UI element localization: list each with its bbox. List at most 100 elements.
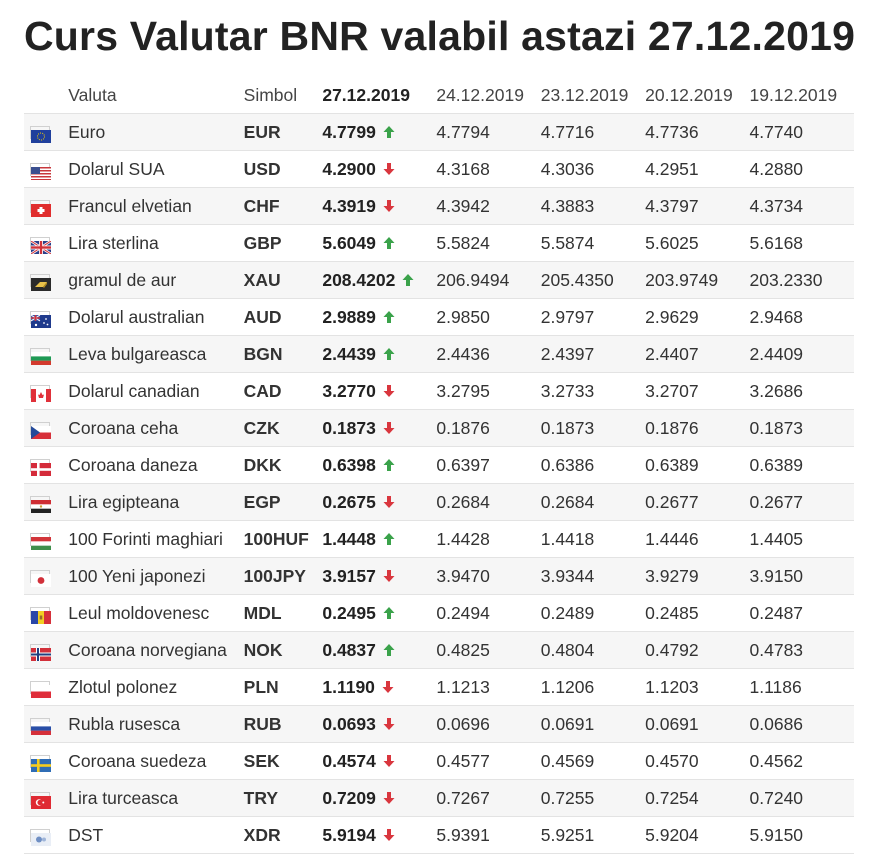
table-row: DST XDR 5.9194 5.9391 5.9251 5.9204 5.9150 bbox=[24, 816, 854, 854]
exchange-rate-table: Valuta Simbol 27.12.2019 24.12.2019 23.1… bbox=[24, 77, 854, 854]
currency-name: Coroana norvegiana bbox=[68, 631, 244, 669]
rate-date-2: 0.2489 bbox=[540, 594, 646, 632]
rate-date-4: 0.4783 bbox=[749, 631, 854, 669]
rate-today-cell: 0.4574 bbox=[322, 742, 437, 780]
rate-date-3: 2.9629 bbox=[645, 298, 750, 336]
rate-today: 3.9157 bbox=[322, 565, 376, 586]
flag-cell bbox=[24, 779, 69, 817]
eu-flag-icon bbox=[30, 126, 51, 144]
flag-cell bbox=[24, 520, 69, 558]
currency-name: Dolarul australian bbox=[68, 298, 244, 336]
table-row: Leul moldovenesc MDL 0.2495 0.2494 0.2489 0.2… bbox=[24, 594, 854, 632]
arrow-down-icon bbox=[382, 199, 396, 213]
currency-symbol: GBP bbox=[243, 224, 323, 262]
rate-date-2: 1.1206 bbox=[540, 668, 646, 706]
gb-flag-icon bbox=[30, 237, 52, 256]
flag-cell bbox=[24, 372, 69, 410]
rate-date-2: 2.9797 bbox=[540, 298, 646, 336]
rate-date-3: 5.9204 bbox=[645, 816, 750, 854]
rate-date-1: 1.4428 bbox=[436, 520, 541, 558]
currency-symbol: DKK bbox=[243, 446, 323, 484]
rate-date-4: 4.7740 bbox=[749, 113, 854, 151]
currency-symbol: XDR bbox=[243, 816, 323, 854]
rate-date-2: 4.3883 bbox=[540, 187, 646, 225]
rate-date-1: 0.4577 bbox=[436, 742, 541, 780]
rate-date-3: 1.4446 bbox=[645, 520, 750, 558]
rate-date-4: 0.2677 bbox=[749, 483, 854, 521]
arrow-up-icon bbox=[401, 273, 415, 287]
rate-date-4: 2.9468 bbox=[749, 298, 854, 336]
rate-date-3: 0.4792 bbox=[645, 631, 750, 669]
table-row: Zlotul polonez PLN 1.1190 1.1213 1.1206 1.120… bbox=[24, 668, 854, 706]
hu-flag-icon bbox=[30, 533, 51, 551]
currency-symbol: 100JPY bbox=[243, 557, 323, 595]
rate-today-cell: 1.4448 bbox=[322, 520, 437, 558]
rate-date-3: 1.1203 bbox=[645, 668, 750, 706]
currency-name: Leul moldovenesc bbox=[68, 594, 244, 632]
header-simbol: Simbol bbox=[243, 77, 323, 114]
rate-today: 4.7799 bbox=[322, 121, 376, 142]
rate-date-2: 5.9251 bbox=[540, 816, 646, 854]
flag-cell bbox=[24, 705, 69, 743]
arrow-down-icon bbox=[382, 421, 396, 435]
flag-cell bbox=[24, 742, 69, 780]
rate-date-1: 0.4825 bbox=[436, 631, 541, 669]
rate-date-3: 0.0691 bbox=[645, 705, 750, 743]
arrow-down-icon bbox=[382, 162, 396, 176]
table-row: Rubla rusesca RUB 0.0693 0.0696 0.0691 0.0691… bbox=[24, 705, 854, 743]
rate-date-1: 4.3942 bbox=[436, 187, 541, 225]
rate-today-cell: 0.7209 bbox=[322, 779, 437, 817]
page-title: Curs Valutar BNR valabil astazi 27.12.20… bbox=[24, 13, 856, 59]
ch-flag-icon bbox=[30, 200, 51, 218]
rate-date-3: 0.4570 bbox=[645, 742, 750, 780]
currency-name: Lira turceasca bbox=[68, 779, 244, 817]
currency-name: DST bbox=[68, 816, 244, 854]
rate-date-1: 0.2684 bbox=[436, 483, 541, 521]
table-row: Lira sterlina GBP 5.6049 5.5824 5.5874 5.6025… bbox=[24, 224, 854, 262]
rate-today-cell: 208.4202 bbox=[322, 261, 437, 299]
currency-symbol: PLN bbox=[243, 668, 323, 706]
rate-date-2: 0.1873 bbox=[540, 409, 646, 447]
bg-flag-icon bbox=[30, 348, 51, 366]
rate-date-1: 0.6397 bbox=[436, 446, 541, 484]
rate-date-3: 4.7736 bbox=[645, 113, 750, 151]
rate-date-2: 0.4804 bbox=[540, 631, 646, 669]
arrow-up-icon bbox=[382, 236, 396, 250]
flag-cell bbox=[24, 113, 69, 151]
pl-flag-icon bbox=[30, 681, 51, 699]
rate-date-4: 1.4405 bbox=[749, 520, 854, 558]
currency-symbol: SEK bbox=[243, 742, 323, 780]
se-flag-icon bbox=[30, 755, 51, 773]
rate-today-cell: 0.2675 bbox=[322, 483, 437, 521]
no-flag-icon bbox=[30, 644, 51, 662]
rate-today: 0.6398 bbox=[322, 454, 376, 475]
currency-symbol: BGN bbox=[243, 335, 323, 373]
table-row: Leva bulgareasca BGN 2.4439 2.4436 2.4397 2.4… bbox=[24, 335, 854, 373]
currency-name: Coroana daneza bbox=[68, 446, 244, 484]
rate-today-cell: 2.9889 bbox=[322, 298, 437, 336]
rate-date-4: 1.1186 bbox=[749, 668, 854, 706]
table-row: Euro EUR 4.7799 4.7794 4.7716 4.7736 4.7740 bbox=[24, 113, 854, 151]
rate-date-3: 4.3797 bbox=[645, 187, 750, 225]
rate-today: 0.4574 bbox=[322, 750, 376, 771]
rate-today-cell: 0.4837 bbox=[322, 631, 437, 669]
arrow-up-icon bbox=[382, 606, 396, 620]
table-row: 100 Forinti maghiari 100HUF 1.4448 1.4428 1.… bbox=[24, 520, 854, 558]
rate-date-4: 5.9150 bbox=[749, 816, 854, 854]
rate-date-2: 0.7255 bbox=[540, 779, 646, 817]
flag-cell bbox=[24, 335, 69, 373]
arrow-down-icon bbox=[382, 569, 396, 583]
table-row: Lira turceasca TRY 0.7209 0.7267 0.7255 0.725… bbox=[24, 779, 854, 817]
rate-date-2: 1.4418 bbox=[540, 520, 646, 558]
rate-date-2: 4.3036 bbox=[540, 150, 646, 188]
rate-today: 1.1190 bbox=[322, 676, 375, 697]
currency-symbol: XAU bbox=[243, 261, 323, 299]
header-valuta: Valuta bbox=[68, 77, 244, 114]
currency-symbol: EUR bbox=[243, 113, 323, 151]
currency-name: Lira sterlina bbox=[68, 224, 244, 262]
eg-flag-icon bbox=[30, 496, 51, 514]
rate-today-cell: 1.1190 bbox=[322, 668, 437, 706]
rate-date-3: 0.7254 bbox=[645, 779, 750, 817]
rate-today: 0.0693 bbox=[322, 713, 376, 734]
